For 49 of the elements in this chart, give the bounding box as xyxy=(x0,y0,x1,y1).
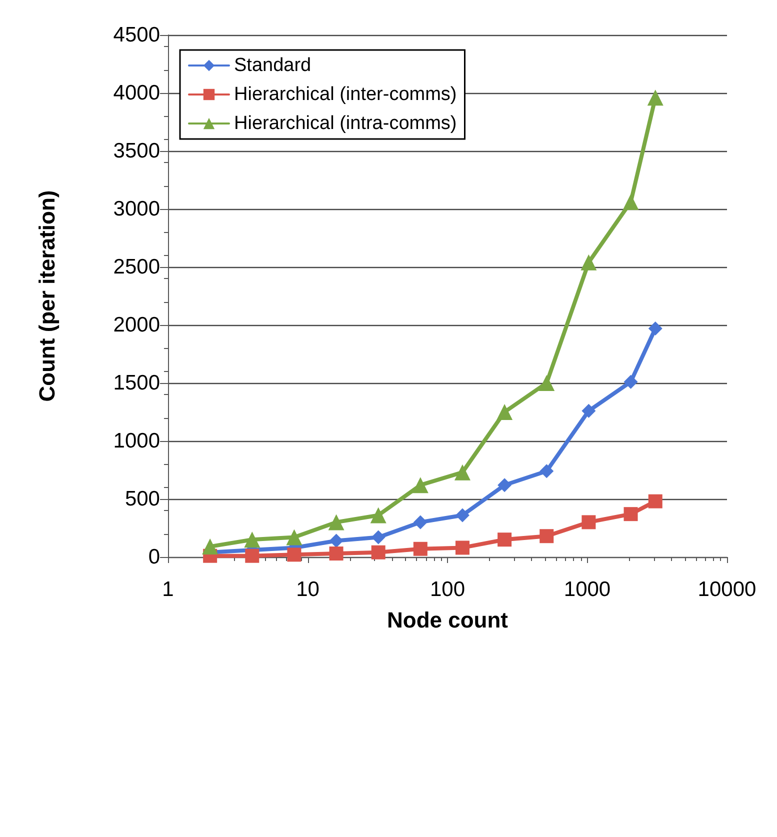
x-axis-title: Node count xyxy=(387,608,509,632)
x-tick-label: 10 xyxy=(296,578,320,601)
point xyxy=(329,546,344,561)
y-tick-label: 4000 xyxy=(113,82,160,104)
point xyxy=(580,254,597,270)
point xyxy=(413,542,428,556)
y-tick-label: 500 xyxy=(124,488,160,510)
y-tick-label: 3000 xyxy=(113,198,160,220)
point xyxy=(624,374,638,389)
point xyxy=(370,507,386,524)
point xyxy=(412,477,428,494)
point xyxy=(455,508,470,522)
point xyxy=(498,532,512,547)
point xyxy=(496,404,513,420)
x-tick-label: 1000 xyxy=(564,578,611,601)
legend-label: Hierarchical (intra-comms) xyxy=(234,113,457,134)
point xyxy=(371,530,386,544)
x-tick-label: 10000 xyxy=(698,578,756,601)
y-tick-label: 1500 xyxy=(113,372,160,394)
point xyxy=(371,545,386,560)
y-axis-title: Count (per iteration) xyxy=(34,190,60,402)
y-tick-label: 3500 xyxy=(113,140,160,162)
point xyxy=(538,375,555,391)
y-tick-label: 0 xyxy=(148,546,160,568)
y-tick-label: 4500 xyxy=(113,24,160,46)
y-tick-label: 2500 xyxy=(113,256,160,278)
legend-label: Hierarchical (inter-comms) xyxy=(234,84,457,105)
point xyxy=(202,538,218,555)
point xyxy=(582,515,596,530)
x-tick-label: 1 xyxy=(162,578,174,601)
x-tick-label: 100 xyxy=(430,578,466,601)
legend-label: Standard xyxy=(234,55,312,76)
point xyxy=(245,548,260,563)
point xyxy=(328,514,344,530)
y-tick-label: 1000 xyxy=(113,430,160,452)
point xyxy=(286,529,302,546)
point xyxy=(498,478,512,492)
point xyxy=(413,515,428,530)
point xyxy=(624,507,638,522)
point xyxy=(287,548,302,562)
point xyxy=(582,404,596,418)
point xyxy=(540,529,554,544)
point xyxy=(540,464,554,478)
point xyxy=(622,194,639,210)
y-tick-label: 2000 xyxy=(113,314,160,336)
point xyxy=(454,464,470,480)
point xyxy=(329,534,344,548)
point xyxy=(455,540,470,555)
point xyxy=(244,532,260,548)
